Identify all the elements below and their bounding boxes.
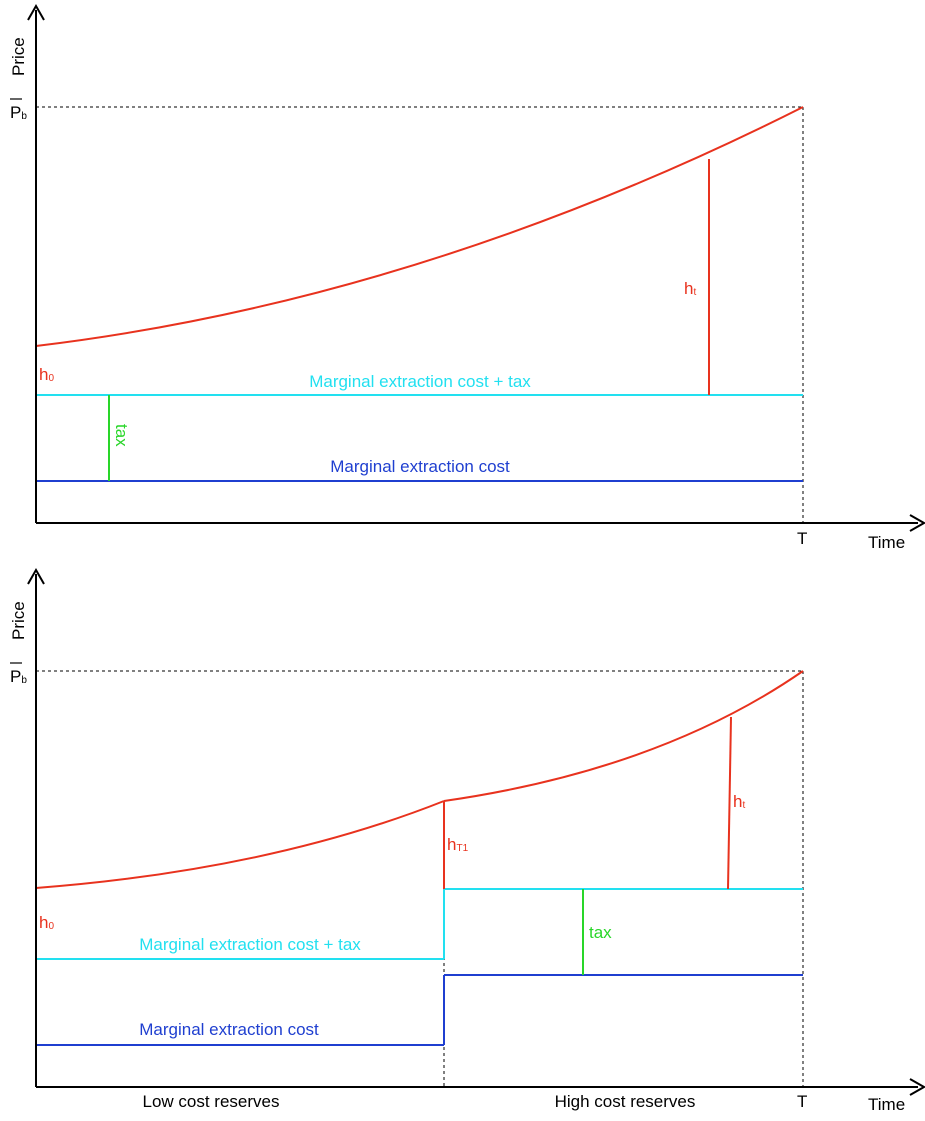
top-y-axis-arrow-icon: [27, 3, 45, 21]
top-y-axis-title: Price: [9, 37, 28, 76]
bottom-hT1-label: hT1: [447, 835, 469, 854]
bottom-ht-label: ht: [733, 792, 745, 811]
top-x-axis-arrow-icon: [909, 514, 925, 532]
top-ht-label: ht: [684, 279, 696, 298]
bottom-end-time-label: T: [797, 1092, 807, 1111]
bottom-price-path-low: [35, 800, 445, 889]
top-price-cap-label: Pb: [10, 103, 27, 122]
top-tax-label: tax: [112, 424, 131, 447]
top-price-path: [35, 106, 804, 347]
bottom-price-path-high: [443, 670, 804, 802]
bottom-panel: Price Time T Low cost reserves High cost…: [9, 567, 925, 1114]
bottom-cost-plus-tax-label: Marginal extraction cost + tax: [139, 935, 361, 954]
bottom-low-cost-reserves-label: Low cost reserves: [143, 1092, 280, 1111]
top-x-axis-title: Time: [868, 533, 905, 552]
bottom-tax-label: tax: [589, 923, 612, 942]
bottom-h0-label: h0: [39, 913, 54, 932]
bottom-x-axis-arrow-icon: [909, 1078, 925, 1096]
top-cost-plus-tax-label: Marginal extraction cost + tax: [309, 372, 531, 391]
bottom-ht-bracket: [727, 716, 732, 890]
bottom-x-axis-title: Time: [868, 1095, 905, 1114]
top-h0-label: h0: [39, 365, 54, 384]
bottom-cost-label: Marginal extraction cost: [139, 1020, 319, 1039]
top-cost-label: Marginal extraction cost: [330, 457, 510, 476]
top-end-time-label: T: [797, 529, 807, 548]
bottom-y-axis-arrow-icon: [27, 567, 45, 585]
bottom-price-cap-label: Pb: [10, 667, 27, 686]
bottom-y-axis-title: Price: [9, 601, 28, 640]
top-panel: Price Time T Pb Marginal extraction cost…: [9, 3, 925, 552]
bottom-high-cost-reserves-label: High cost reserves: [555, 1092, 696, 1111]
